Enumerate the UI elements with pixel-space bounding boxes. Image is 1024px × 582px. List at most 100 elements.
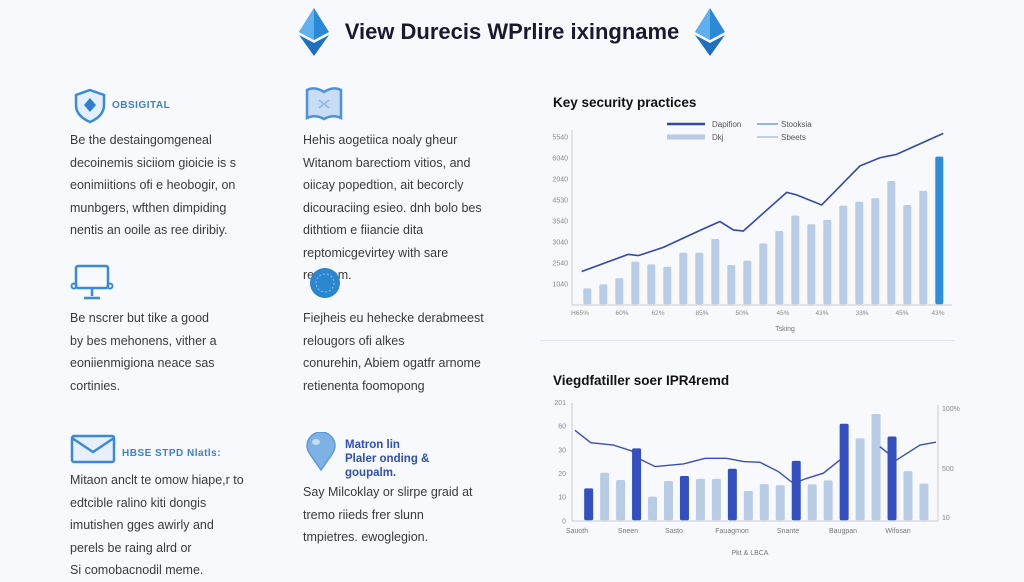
y-tick-label: 2540 — [552, 260, 568, 267]
bar — [919, 190, 928, 305]
bar — [631, 261, 640, 305]
bar — [791, 460, 801, 521]
bar — [695, 478, 705, 521]
feature-item: Fiejheis eu hehecke derabmeest relougors … — [303, 266, 484, 397]
bar — [648, 496, 658, 521]
x-tick-label: Wifosan — [885, 528, 910, 535]
x-tick-label: Snante — [777, 528, 799, 535]
y-tick-label: 1040 — [552, 281, 568, 288]
bar — [791, 215, 800, 305]
bar — [775, 485, 785, 521]
feature-item: OBSIGITAL Be the destaingomgeneal decoine… — [70, 88, 236, 242]
x-tick-label: 85% — [695, 310, 708, 317]
x-tick-label: Sasto — [665, 528, 683, 535]
bar — [887, 181, 896, 305]
location-pin-icon — [306, 431, 336, 472]
x-tick-label: 43% — [931, 310, 944, 317]
bar — [647, 264, 656, 305]
x-tick-label: 45% — [776, 310, 789, 317]
trend-line — [879, 441, 937, 461]
bar — [759, 243, 768, 305]
bar — [855, 201, 864, 305]
bar — [584, 488, 594, 521]
bar — [807, 224, 816, 305]
bar — [839, 205, 848, 305]
divider — [540, 340, 955, 341]
bar — [743, 490, 753, 521]
bar — [679, 252, 688, 305]
ethereum-diamond-icon — [298, 8, 329, 56]
legend-label: Sbeets — [781, 133, 806, 142]
y-tick-label-left: 60 — [558, 424, 566, 431]
legend-label: Dkj — [712, 133, 724, 142]
y-tick-label: 3540 — [552, 218, 568, 225]
y-tick-label-left: 30 — [558, 447, 566, 454]
bar — [903, 471, 913, 521]
item-label: OBSIGITAL — [112, 100, 171, 111]
y-tick-label: 6040 — [552, 155, 568, 162]
y-tick-label: 3040 — [552, 239, 568, 246]
bar — [823, 219, 832, 305]
globe-icon — [310, 268, 340, 298]
y-tick-label-right: 100% — [942, 406, 960, 413]
bar — [615, 278, 624, 305]
x-tick-label: Baugpan — [829, 528, 857, 535]
bar — [663, 266, 672, 305]
legend-label: Dapifion — [712, 120, 741, 129]
bar — [727, 468, 737, 521]
x-tick-label: 43% — [815, 310, 828, 317]
x-tick-label: 50% — [735, 310, 748, 317]
feature-item: Hehis aogetiica noaly gheur Witanom barec… — [303, 86, 482, 287]
feature-item: Be nscrer but tike a good by bes mehonens… — [70, 262, 217, 397]
bar — [759, 484, 769, 521]
y-tick-label-right: 500 — [942, 466, 954, 473]
bar — [839, 423, 849, 521]
x-tick-label: 62% — [651, 310, 664, 317]
bar — [616, 480, 626, 521]
bar — [903, 204, 912, 305]
bar — [871, 198, 880, 305]
bar — [935, 156, 944, 305]
bar — [887, 436, 897, 521]
y-tick-label: 4530 — [552, 197, 568, 204]
bar — [823, 480, 833, 521]
y-tick-label-left: 10 — [558, 495, 566, 502]
y-tick-label-left: 201 — [554, 400, 566, 407]
chart-title: Key security practices — [553, 95, 696, 110]
x-axis-label: Pkt & LBCA — [732, 550, 769, 557]
feature-item: HBSE STPD Nlatls: Mitaon anclt te omow h… — [70, 432, 244, 582]
bar — [855, 438, 865, 521]
y-tick-label-right: 10 — [942, 515, 950, 522]
x-tick-label: Sneen — [618, 528, 638, 535]
bar — [919, 483, 929, 521]
x-tick-label: Fauagmon — [715, 528, 749, 535]
x-axis-label: Tsking — [775, 326, 795, 333]
legend-label: Stooksia — [781, 120, 812, 129]
bar — [743, 260, 752, 305]
chart-title: Viegdfatiller soer IPR4remd — [553, 373, 729, 388]
mail-icon — [70, 434, 116, 464]
x-tick-label: 60% — [615, 310, 628, 317]
chart-second: Viegdfatiller soer IPR4remd 0 10 20 30 60 201… — [553, 373, 960, 557]
book-icon — [305, 87, 343, 121]
bar — [664, 481, 673, 521]
bar — [695, 252, 704, 305]
item-label: HBSE STPD Nlatls: — [122, 448, 222, 459]
chart-key-security: Key security practices Dapifion Stooksia… — [552, 95, 952, 333]
y-tick-label: 2040 — [552, 176, 568, 183]
item-label: Matron lin Plaler onding & goupalm. — [345, 439, 430, 479]
shield-icon — [74, 88, 106, 124]
bar — [711, 478, 721, 521]
x-tick-label: Sauoth — [566, 528, 588, 535]
trend-line — [581, 132, 944, 273]
bar — [679, 476, 689, 521]
x-tick-label: 45% — [895, 310, 908, 317]
ethereum-diamond-icon — [695, 8, 726, 56]
y-tick-label: 5540 — [552, 134, 568, 141]
x-tick-label: 33% — [855, 310, 868, 317]
bar — [727, 265, 736, 305]
feature-item: Matron lin Plaler onding & goupalm. Say M… — [303, 431, 473, 549]
bar — [807, 484, 817, 521]
bar — [600, 472, 610, 521]
monitor-icon — [70, 264, 114, 300]
